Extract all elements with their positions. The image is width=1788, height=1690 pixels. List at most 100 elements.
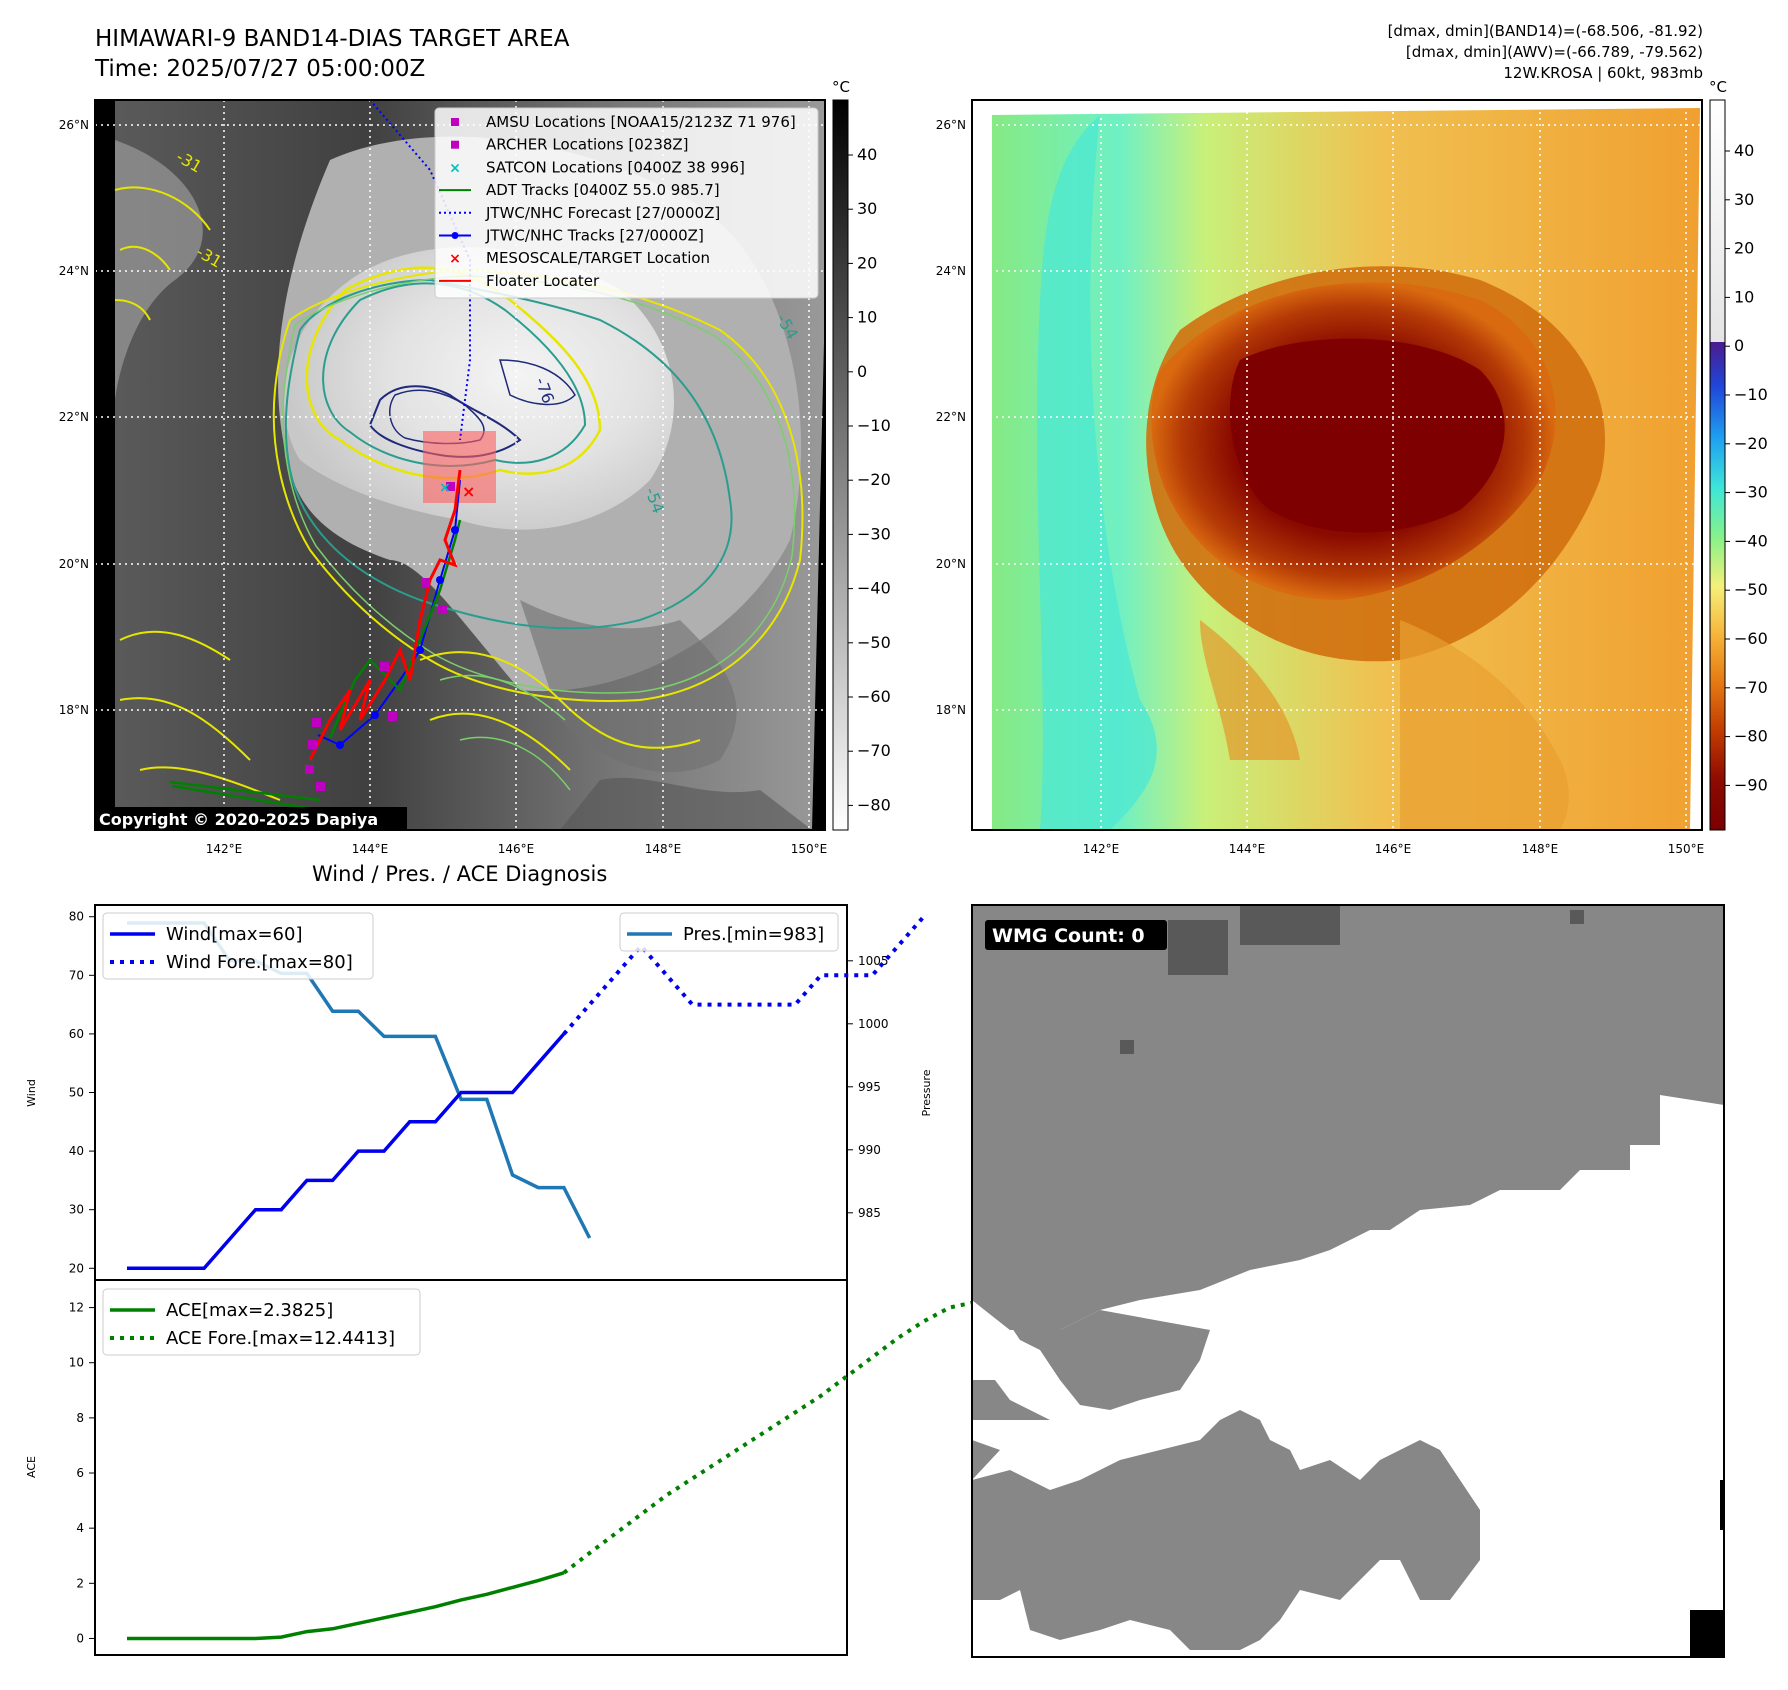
- pressure-axis-label: Pressure: [920, 1069, 933, 1116]
- legend-label: ADT Tracks [0400Z 55.0 985.7]: [486, 181, 720, 199]
- wmg-count-badge: [985, 920, 1167, 950]
- colorbar-tick-label: 20: [1734, 239, 1754, 258]
- wind-tick-label: 80: [69, 910, 84, 924]
- legend-swatch: [451, 140, 459, 149]
- lat-tick-label: 26°N: [936, 118, 966, 132]
- colorbar-tick-label: −40: [857, 579, 891, 598]
- wmg-count-label: WMG Count: 0: [992, 925, 1145, 947]
- svg-text:×: ×: [462, 482, 475, 501]
- ir-map: -54 -76 -31 -54 -31: [95, 100, 825, 830]
- wind-forecast-line: [562, 915, 926, 1036]
- color-colorbar-unit: °C: [1709, 78, 1727, 96]
- colorbar-tick-label: −40: [1734, 531, 1768, 550]
- lat-tick-label: 18°N: [59, 703, 89, 717]
- legend-swatch: ×: [449, 251, 461, 267]
- colorbar-tick-label: 0: [1734, 336, 1744, 355]
- colorbar-tick-label: −20: [857, 470, 891, 489]
- color-colorbar-bottom: [1710, 342, 1725, 830]
- ace-tick-label: 12: [69, 1301, 84, 1315]
- colorbar-tick-label: −60: [1734, 629, 1768, 648]
- legend-swatch: [451, 118, 459, 126]
- pressure-tick-label: 985: [858, 1206, 881, 1220]
- figure-title: HIMAWARI-9 BAND14-DIAS TARGET AREA: [95, 26, 570, 52]
- lat-tick-label: 18°N: [936, 703, 966, 717]
- pressure-tick-label: 1000: [858, 1017, 889, 1031]
- stat-band14: [dmax, dmin](BAND14)=(-68.506, -81.92): [1387, 22, 1703, 40]
- wind-legend: [102, 912, 374, 980]
- wind-tick-label: 40: [69, 1144, 84, 1158]
- colorbar-tick-label: −30: [857, 524, 891, 543]
- legend-label: SATCON Locations [0400Z 38 996]: [486, 158, 745, 176]
- legend-swatch: ×: [449, 160, 461, 176]
- colorbar-tick-label: −50: [857, 633, 891, 652]
- lat-tick-label: 20°N: [59, 557, 89, 571]
- colorbar-tick-label: −60: [857, 687, 891, 706]
- colorbar-tick-label: 20: [857, 253, 877, 272]
- wind-legend-label: Wind[max=60]: [166, 924, 303, 945]
- awv-map: [972, 100, 1702, 830]
- copyright-notice: Copyright © 2020-2025 Dapiya: [99, 810, 378, 829]
- bw-colorbar: [832, 99, 849, 831]
- ace-legend-label: ACE[max=2.3825]: [166, 1300, 333, 1321]
- lon-tick-label: 150°E: [1668, 842, 1705, 856]
- colorbar-tick-label: 30: [857, 199, 877, 218]
- lon-tick-label: 144°E: [1229, 842, 1266, 856]
- wind-tick-label: 50: [69, 1086, 84, 1100]
- colorbar-tick-label: 40: [1734, 141, 1754, 160]
- colorbar-tick-label: 40: [857, 145, 877, 164]
- svg-text:×: ×: [439, 480, 451, 496]
- wmg-panel: [972, 905, 1724, 1657]
- pressure-tick-label: 990: [858, 1143, 881, 1157]
- colorbar-tick-label: −10: [857, 416, 891, 435]
- legend-label: AMSU Locations [NOAA15/2123Z 71 976]: [486, 113, 796, 131]
- lat-tick-label: 22°N: [59, 410, 89, 424]
- legend-label: JTWC/NHC Forecast [27/0000Z]: [485, 204, 720, 222]
- lat-tick-label: 20°N: [936, 557, 966, 571]
- lon-tick-label: 148°E: [645, 842, 682, 856]
- colorbar-tick-label: −50: [1734, 580, 1768, 599]
- map-axis-labels: 26°N 24°N 22°N 20°N 18°N 142°E 144°E 146°E 148°E…: [59, 118, 828, 856]
- ace-axes: [94, 1279, 848, 1656]
- lat-tick-label: 26°N: [59, 118, 89, 132]
- pressure-legend: [619, 912, 839, 952]
- map-legend: AMSU Locations [NOAA15/2123Z 71 976] ARCH…: [434, 107, 819, 299]
- pressure-tick-label: 1005: [858, 954, 889, 968]
- colorbar-tick-label: −20: [1734, 434, 1768, 453]
- colorbar-tick-label: −10: [1734, 385, 1768, 404]
- bw-colorbar-ticks: 40 30 20 10 0 −10 −20 −30 −40 −50 −60 −70 −80: [848, 145, 891, 814]
- figure-time: Time: 2025/07/27 05:00:00Z: [95, 56, 426, 82]
- ace-tick-label: 0: [76, 1631, 84, 1645]
- lat-tick-label: 24°N: [936, 264, 966, 278]
- ace-tick-label: 4: [76, 1521, 84, 1535]
- legend-label: JTWC/NHC Tracks [27/0000Z]: [485, 227, 704, 245]
- colorbar-tick-label: −70: [857, 741, 891, 760]
- wind-tick-label: 60: [69, 1027, 84, 1041]
- wind-axis-label: Wind: [25, 1079, 38, 1107]
- colorbar-tick-label: −80: [857, 795, 891, 814]
- lon-tick-label: 144°E: [352, 842, 389, 856]
- legend-label: ARCHER Locations [0238Z]: [486, 136, 689, 154]
- ace-forecast-legend-label: ACE Fore.[max=12.4413]: [166, 1328, 395, 1349]
- ace-tick-label: 8: [76, 1411, 84, 1425]
- lon-tick-label: 142°E: [1083, 842, 1120, 856]
- colorbar-tick-label: −80: [1734, 727, 1768, 746]
- colorbar-tick-label: −70: [1734, 678, 1768, 697]
- colorbar-tick-label: 10: [1734, 287, 1754, 306]
- legend-label: MESOSCALE/TARGET Location: [486, 249, 710, 267]
- colorbar-tick-label: −90: [1734, 775, 1768, 794]
- ace-line: [127, 1571, 565, 1641]
- color-colorbar-top: [1710, 100, 1725, 342]
- lon-tick-label: 142°E: [206, 842, 243, 856]
- pressure-tick-label: 995: [858, 1080, 881, 1094]
- lat-tick-label: 22°N: [936, 410, 966, 424]
- lon-tick-label: 150°E: [791, 842, 828, 856]
- pressure-legend-label: Pres.[min=983]: [683, 924, 824, 945]
- awv-axis-labels: 26°N 24°N 22°N 20°N 18°N 142°E 144°E 146°E 148°E…: [936, 118, 1705, 856]
- wind-tick-label: 20: [69, 1261, 84, 1275]
- wind-tick-label: 70: [69, 968, 84, 982]
- ace-tick-label: 10: [69, 1356, 84, 1370]
- ace-legend: [102, 1288, 421, 1356]
- wind-forecast-legend-label: Wind Fore.[max=80]: [166, 952, 353, 973]
- lon-tick-label: 146°E: [498, 842, 535, 856]
